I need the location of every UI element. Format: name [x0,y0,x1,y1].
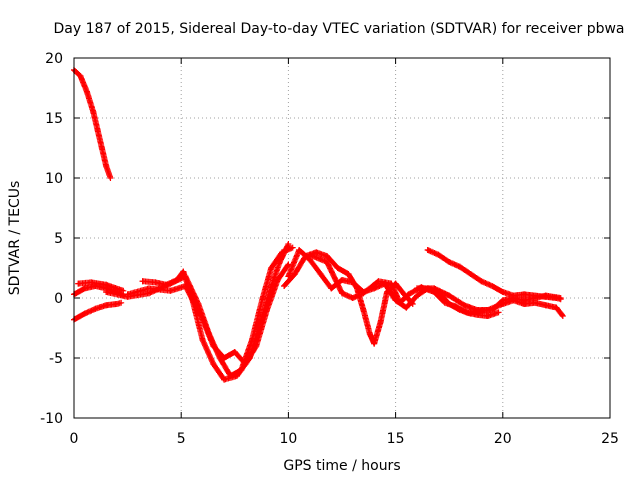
series-marker-band [467,297,565,318]
grid [74,58,610,418]
series-marker-band [71,67,113,180]
chart-title: Day 187 of 2015, Sidereal Day-to-day VTE… [53,21,624,37]
y-tick-label: 20 [45,51,63,67]
x-axis-title: GPS time / hours [283,458,400,474]
series-track-j [306,251,502,319]
y-tick-label: -5 [49,351,63,367]
y-tick-label: -10 [40,411,63,427]
series-track-m [467,297,566,319]
x-tick-label: 15 [387,431,405,447]
series-marker-band [139,242,291,383]
x-tick-label: 10 [279,431,297,447]
axis-ticks: 0 5 10 15 20 25 -10 -5 0 5 10 15 20 [40,51,619,447]
series-layer [71,67,566,383]
series-track-g [139,241,292,383]
x-tick-label: 0 [70,431,79,447]
y-tick-label: 0 [54,291,63,307]
x-tick-label: 25 [601,431,619,447]
y-tick-label: 10 [45,171,63,187]
y-tick-label: 15 [45,111,63,127]
x-tick-label: 20 [494,431,512,447]
series-marker-band [71,300,123,323]
y-axis-title: SDTVAR / TECUs [7,181,23,296]
series-marker-band [75,279,125,294]
series-track-a [71,67,114,181]
series-track-c [71,299,125,323]
series-track-d [75,279,127,294]
x-tick-label: 5 [177,431,186,447]
y-tick-label: 5 [54,231,63,247]
